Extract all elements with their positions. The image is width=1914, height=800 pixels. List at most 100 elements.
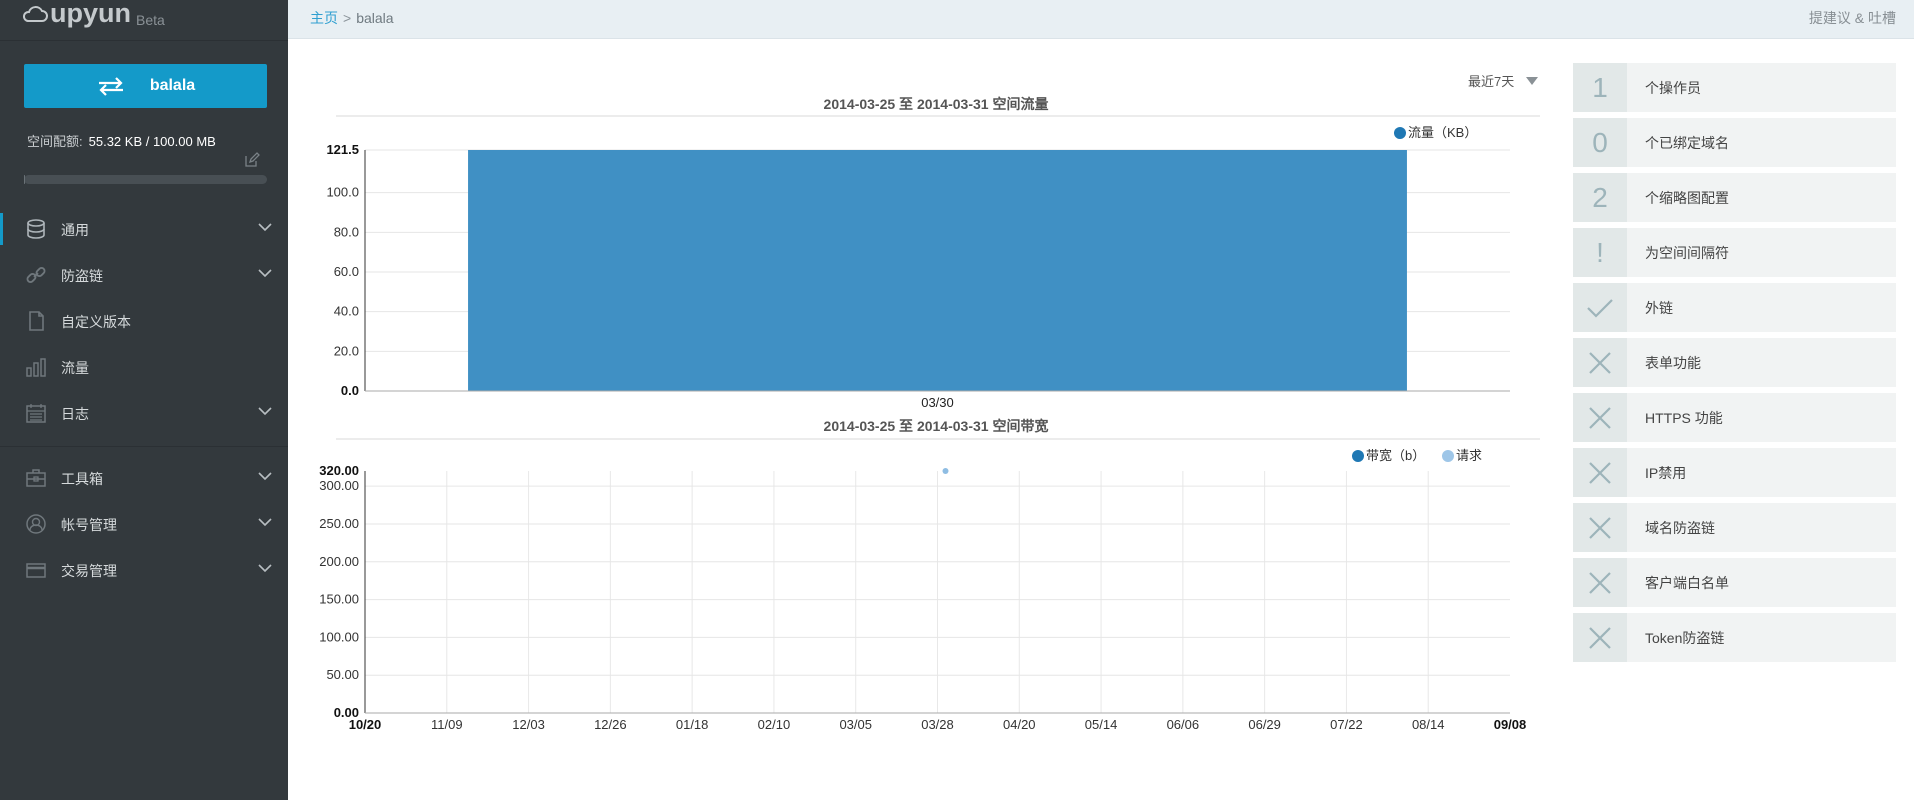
logo-text: upyun [50,0,131,28]
document-icon [29,311,44,331]
sidebar-item-6[interactable]: 帐号管理 [0,502,288,546]
y-tick-label: 0.0 [341,383,359,398]
y-tick-label: 300.00 [319,478,359,493]
feature-item-7[interactable]: IP禁用 [1573,448,1896,497]
cross-icon [1589,406,1611,429]
x-tick-label: 05/14 [1085,717,1118,732]
feedback-link[interactable]: 提建议 & 吐槽 [1808,10,1896,26]
link-icon [26,267,46,283]
beta-badge: Beta [136,12,165,28]
y-tick-label: 20.0 [334,343,359,358]
feature-label: Token防盗链 [1645,629,1725,646]
check-icon [1587,298,1613,318]
feature-item-1[interactable]: 0 个已绑定域名 [1573,118,1896,167]
feature-item-6[interactable]: HTTPS 功能 [1573,393,1896,442]
y-tick-label: 100.00 [319,629,359,644]
swap-icon [98,77,123,96]
x-tick-label: 06/06 [1167,717,1200,732]
legend-item: 流量（KB） [1394,125,1477,140]
feature-count: 1 [1592,71,1608,103]
legend-swatch [1352,450,1364,462]
chevron-down-icon [258,407,272,416]
quota-text: 空间配额: 55.32 KB / 100.00 MB [27,131,216,150]
sidebar-item-label: 帐号管理 [61,517,117,533]
feature-item-8[interactable]: 域名防盗链 [1573,503,1896,552]
quota-value: 55.32 KB / 100.00 MB [88,134,216,149]
calendar-icon [26,404,46,423]
sidebar-item-label: 通用 [61,222,89,238]
chevron-down-icon [258,472,272,481]
feature-item-10[interactable]: Token防盗链 [1573,613,1896,662]
sidebar-item-7[interactable]: 交易管理 [0,548,288,592]
feature-badge [1573,448,1627,497]
caret-down-icon [1526,76,1539,85]
y-tick-label: 150.00 [319,592,359,607]
x-tick-label: 08/14 [1412,717,1445,732]
feature-badge [1573,558,1627,607]
feature-badge [1573,613,1627,662]
y-tick-label: 50.00 [326,667,359,682]
y-tick-label: 200.00 [319,554,359,569]
y-tick-label: 0.00 [334,705,359,720]
feature-item-2[interactable]: 2 个缩略图配置 [1573,173,1896,222]
date-range-value: 最近7天 [1468,74,1515,89]
logo-divider [0,40,288,41]
y-tick-label: 40.0 [334,304,359,319]
sidebar-item-label: 防盗链 [61,268,103,284]
traffic-bar [468,150,1407,391]
cross-icon [1589,351,1611,374]
feature-label: 个操作员 [1645,79,1701,96]
x-tick-label: 03/28 [921,717,954,732]
feature-badge: 1 [1573,63,1627,112]
legend-label: 请求 [1456,448,1482,463]
chart-title: 2014-03-25 至 2014-03-31 空间流量 [824,96,1049,112]
y-tick-label: 250.00 [319,516,359,531]
sidebar-item-2[interactable]: 自定义版本 [0,299,288,343]
y-tick-label: 60.0 [334,264,359,279]
x-tick-label: 12/26 [594,717,627,732]
x-tick-label: 07/22 [1330,717,1363,732]
x-tick-label: 01/18 [676,717,709,732]
legend-swatch [1442,450,1454,462]
sidebar-item-3[interactable]: 流量 [0,345,288,389]
feature-badge [1573,503,1627,552]
sidebar-item-label: 工具箱 [61,471,103,487]
chart-title: 2014-03-25 至 2014-03-31 空间带宽 [824,418,1049,434]
feature-item-4[interactable]: 外链 [1573,283,1896,332]
feature-badge [1573,393,1627,442]
feature-label: 客户端白名单 [1645,574,1729,591]
bar-chart-icon [26,358,46,377]
sidebar-item-label: 日志 [61,406,89,422]
sidebar-item-5[interactable]: 工具箱 [0,456,288,500]
feature-item-5[interactable]: 表单功能 [1573,338,1896,387]
date-range-select[interactable]: 最近7天 [1468,71,1539,90]
sidebar-item-0[interactable]: 通用 [0,207,288,251]
breadcrumb-home-link[interactable]: 主页 [310,10,338,26]
space-name: balala [149,77,196,94]
breadcrumb-current: balala [356,10,394,26]
sidebar-item-1[interactable]: 防盗链 [0,253,288,297]
cross-icon [1589,516,1611,539]
feature-item-3[interactable]: ! 为空间间隔符 [1573,228,1896,277]
upyun-logo[interactable]: upyun Beta [22,0,165,38]
feature-label: HTTPS 功能 [1645,409,1723,426]
sidebar-item-label: 流量 [61,360,89,376]
feature-item-9[interactable]: 客户端白名单 [1573,558,1896,607]
feature-label: 为空间间隔符 [1645,244,1729,261]
y-tick-label: 121.5 [326,142,359,157]
feature-badge [1573,283,1627,332]
sidebar-item-4[interactable]: 日志 [0,391,288,435]
sidebar-item-label: 交易管理 [61,563,117,579]
feature-item-0[interactable]: 1 个操作员 [1573,63,1896,112]
edit-icon[interactable] [244,152,260,168]
breadcrumb-separator: > [343,10,352,26]
sidebar: upyun Beta balala 空间配额: 55.32 KB / 100.00… [0,0,288,800]
toolbox-icon [26,469,46,487]
chevron-down-icon [258,518,272,527]
feature-count: 0 [1592,126,1608,158]
feature-count: ! [1596,236,1604,268]
switch-space-button[interactable]: balala [24,64,267,108]
feature-label: 个缩略图配置 [1645,189,1729,206]
legend-label: 带宽（b） [1366,448,1425,463]
